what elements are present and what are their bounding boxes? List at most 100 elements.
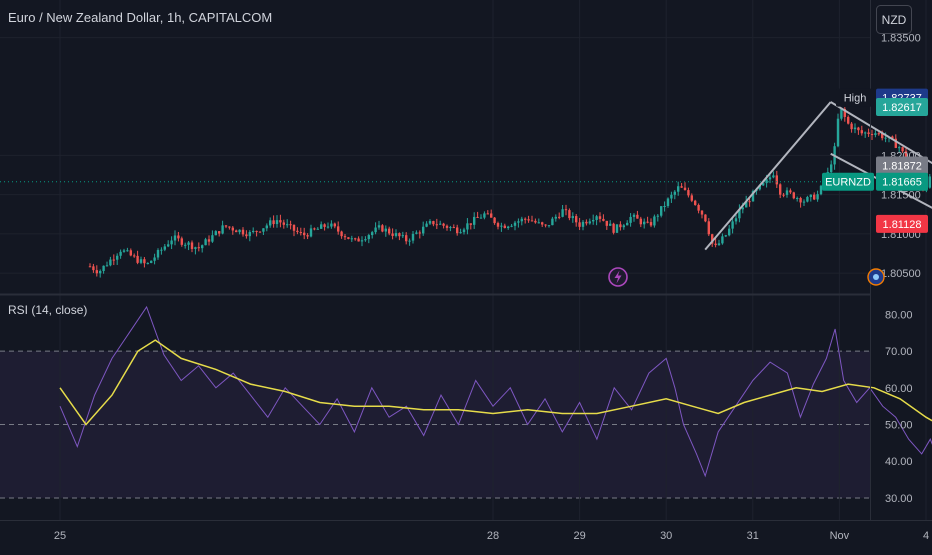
- candle-body: [768, 177, 772, 180]
- candle-body: [296, 230, 299, 233]
- candle-body: [894, 138, 897, 148]
- candle-body: [306, 235, 309, 237]
- candle-body: [568, 210, 571, 219]
- candle-body: [156, 250, 160, 258]
- candle-body: [224, 225, 228, 227]
- currency-label: NZD: [882, 13, 907, 27]
- candle-body: [150, 260, 153, 263]
- time-axis[interactable]: 2528293031Nov4567: [54, 530, 932, 542]
- candle-body: [235, 230, 238, 233]
- candle-body: [629, 216, 632, 223]
- candle-body: [666, 198, 670, 207]
- candle-body: [265, 225, 268, 229]
- candle-body: [813, 194, 816, 200]
- candle-body: [554, 216, 557, 219]
- candle-body: [459, 232, 462, 234]
- candle-body: [646, 221, 649, 223]
- candle-body: [248, 232, 251, 237]
- candle-body: [119, 251, 122, 256]
- time-tick-label: 25: [54, 530, 66, 542]
- candle-body: [524, 218, 527, 220]
- candle-body: [843, 108, 846, 117]
- candle-body: [683, 187, 687, 191]
- candle-body: [609, 223, 612, 226]
- channel-upper-line[interactable]: [830, 101, 932, 191]
- candle-body: [187, 242, 190, 245]
- symbol-title[interactable]: Euro / New Zealand Dollar, 1h, CAPITALCO…: [8, 10, 272, 25]
- candle-body: [357, 238, 360, 242]
- candle-body: [510, 225, 513, 227]
- candle-body: [337, 226, 340, 232]
- price-grid: [0, 37, 870, 274]
- lightning-icon[interactable]: [608, 267, 628, 287]
- time-tick-label: 28: [487, 530, 499, 542]
- candle-body: [99, 270, 102, 274]
- candle-body: [133, 255, 136, 257]
- candle-body: [425, 223, 428, 227]
- candle-body: [398, 233, 401, 237]
- candle-body: [690, 195, 693, 201]
- candle-body: [853, 127, 857, 130]
- price-badge-value: 1.81872: [882, 160, 922, 172]
- candle-body: [898, 147, 901, 149]
- candle-body: [830, 164, 833, 173]
- candle-body: [551, 218, 554, 226]
- candle-body: [547, 225, 551, 227]
- candle-body: [870, 133, 874, 135]
- candle-body: [422, 226, 425, 234]
- candle-body: [92, 266, 95, 271]
- time-grid: [59, 0, 927, 520]
- candle-body: [561, 209, 564, 217]
- time-tick-label: Nov: [830, 530, 850, 542]
- candle-body: [143, 259, 146, 264]
- candle-body: [717, 243, 721, 246]
- candle-body: [466, 223, 469, 230]
- candle-body: [340, 231, 343, 237]
- drawing-annotations[interactable]: [0, 10, 932, 251]
- candle-body: [326, 226, 330, 228]
- candle-body: [881, 133, 884, 139]
- candle-body: [241, 229, 245, 235]
- candle-body: [864, 132, 867, 134]
- candle-body: [469, 223, 472, 225]
- candle-body: [605, 220, 608, 226]
- ascending-trendline[interactable]: [704, 101, 832, 251]
- candle-body: [500, 225, 503, 227]
- candle-body: [374, 227, 377, 233]
- candle-body: [745, 201, 748, 208]
- rsi-label[interactable]: RSI (14, close): [8, 303, 87, 317]
- candle-body: [167, 244, 170, 247]
- candle-body: [782, 194, 785, 196]
- candle-body: [299, 232, 302, 234]
- candle-body: [333, 223, 336, 227]
- candle-body: [585, 221, 588, 224]
- candle-body: [479, 217, 483, 219]
- candle-body: [102, 265, 105, 271]
- candle-body: [680, 186, 683, 188]
- rsi-tick-label: 70.00: [885, 346, 913, 358]
- candle-body: [789, 190, 792, 193]
- candle-body: [558, 216, 561, 218]
- currency-button[interactable]: [876, 5, 912, 34]
- candle-body: [612, 223, 615, 233]
- rsi-axis[interactable]: 80.00 70.00 60.00 50.00 40.00 30.00: [885, 309, 913, 505]
- candle-body: [857, 127, 860, 131]
- candle-body: [762, 183, 765, 186]
- candle-body: [258, 231, 262, 233]
- rsi-tick-label: 80.00: [885, 309, 913, 321]
- candle-body: [806, 197, 809, 202]
- candle-body: [428, 221, 432, 224]
- candle-body: [860, 130, 863, 134]
- candle-body: [126, 250, 129, 252]
- candle-body: [867, 132, 870, 134]
- channel-lower-line[interactable]: [830, 152, 932, 233]
- candle-body: [493, 217, 496, 224]
- flag-icon[interactable]: [867, 268, 885, 286]
- candle-body: [146, 262, 149, 264]
- candle-body: [598, 216, 602, 219]
- candle-body: [711, 234, 714, 244]
- candle-body: [343, 236, 347, 238]
- candle-body: [418, 232, 421, 234]
- candle-body: [819, 185, 823, 195]
